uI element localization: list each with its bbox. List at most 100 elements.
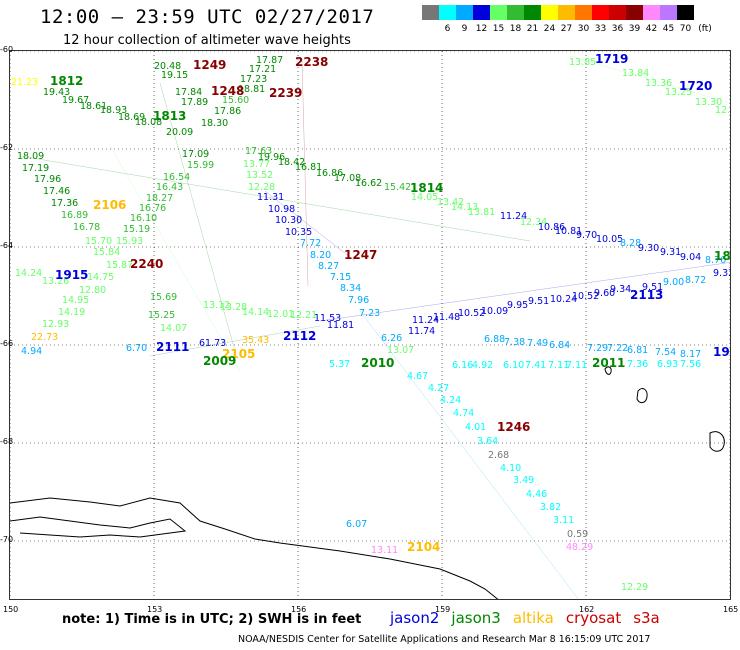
legend-swatch <box>575 5 592 20</box>
wave-height-value: 7.15 <box>330 272 352 283</box>
legend-label: 36 <box>611 24 624 34</box>
wave-height-value: 7.41 <box>525 360 547 371</box>
wave-height-value: 10.24 <box>550 294 578 305</box>
mission-label: altika <box>512 609 554 627</box>
wave-height-value: 16.81 <box>295 162 323 173</box>
wave-height-value: 9.34 <box>610 284 632 295</box>
wave-height-value: 48.29 <box>566 542 594 553</box>
wave-height-value: 7.56 <box>680 359 702 370</box>
satellite-track <box>569 55 730 104</box>
mission-label: jason3 <box>451 609 501 627</box>
wave-height-value: 18.69 <box>118 112 146 123</box>
wave-height-value: 18.93 <box>100 105 128 116</box>
wave-height-value: 13.30 <box>695 97 723 108</box>
wave-height-value: 7.23 <box>359 308 381 319</box>
legend-label: 27 <box>560 24 573 34</box>
wave-height-value: 4.27 <box>428 383 450 394</box>
wave-height-value: 14.19 <box>58 307 86 318</box>
wave-height-value: 12.21 <box>290 310 318 321</box>
legend-label: 6 <box>444 24 451 34</box>
pass-time-label: 2111 <box>156 340 190 354</box>
wave-height-value: 10.86 <box>538 222 566 233</box>
longitude-label: 162 <box>579 605 595 614</box>
wave-height-value: 10.52 <box>458 308 486 319</box>
pass-time-label: 2240 <box>130 257 164 271</box>
satellite-track <box>159 82 236 352</box>
wave-height-value: 11.81 <box>327 320 355 331</box>
wave-height-value: 11.24 <box>500 211 528 222</box>
wave-height-value: 61.73 <box>199 338 227 349</box>
wave-height-value: 16.62 <box>355 178 383 189</box>
pass-time-label: 2238 <box>295 55 329 69</box>
latitude-label: -60 <box>0 45 14 54</box>
wave-height-value: 16.10 <box>130 213 158 224</box>
pass-time-label: 1814 <box>410 181 444 195</box>
wave-height-value: 7.49 <box>527 338 549 349</box>
wave-height-value: 10.30 <box>275 215 303 226</box>
wave-height-value: 10.09 <box>481 306 509 317</box>
wave-height-value: 12.34 <box>520 217 548 228</box>
wave-height-value: 16.76 <box>139 203 167 214</box>
wave-height-value: 0.59 <box>567 529 589 540</box>
wave-height-value: 35.43 <box>242 335 270 346</box>
map-canvas <box>10 51 730 599</box>
satellite-track <box>264 190 356 262</box>
wave-height-value: 13.52 <box>246 170 274 181</box>
wave-height-value: 7.96 <box>348 295 370 306</box>
wave-height-value: 4.10 <box>500 463 522 474</box>
latitude-label: -70 <box>0 535 14 544</box>
wave-height-value: 9.60 <box>594 288 616 299</box>
wave-height-value: 13.85 <box>569 57 597 68</box>
pass-time-label: 1246 <box>497 420 531 434</box>
legend-swatch <box>558 5 575 20</box>
wave-height-value: 14.95 <box>62 295 90 306</box>
pass-time-label: 2105 <box>222 347 256 361</box>
color-legend: 6 9 12 15 18 21 24 27 30 33 36 39 42 45 70 (ft) <box>422 5 728 37</box>
wave-height-value: 15.60 <box>222 95 250 106</box>
legend-swatch <box>677 5 694 20</box>
wave-height-value: 8.76 <box>705 255 727 266</box>
pass-time-label: 1812 <box>50 74 84 88</box>
latitude-label: -64 <box>0 241 14 250</box>
wave-height-value: 8.27 <box>318 261 340 272</box>
wave-height-value: 3.11 <box>553 515 575 526</box>
wave-height-value: 7.11 <box>566 360 588 371</box>
wave-height-value: 19.67 <box>62 95 90 106</box>
wave-height-value: 14.24 <box>15 268 43 279</box>
wave-height-value: 9.30 <box>638 243 660 254</box>
island-3 <box>604 366 612 375</box>
wave-height-value: 17.86 <box>214 106 242 117</box>
wave-height-value: 8.17 <box>680 349 702 360</box>
legend-label: 12 <box>475 24 488 34</box>
wave-height-value: 2.68 <box>488 450 510 461</box>
wave-height-value: 16.89 <box>61 210 89 221</box>
wave-height-value: 11.24 <box>412 315 440 326</box>
legend-label: 30 <box>577 24 590 34</box>
wave-height-value: 9.04 <box>680 252 702 263</box>
legend-unit: (ft) <box>698 24 712 34</box>
wave-height-value: 18.61 <box>80 101 108 112</box>
legend-swatch <box>643 5 660 20</box>
wave-height-value: 12.28 <box>248 182 276 193</box>
satellite-track <box>19 155 531 242</box>
legend-swatch <box>456 5 473 20</box>
wave-height-value: 15.25 <box>148 310 176 321</box>
wave-height-value: 16.86 <box>316 168 344 179</box>
wave-height-value: 3.49 <box>513 475 535 486</box>
wave-height-value: 3.64 <box>477 436 499 447</box>
wave-height-value: 11.48 <box>433 312 461 323</box>
legend-swatch <box>541 5 558 20</box>
satellite-track <box>149 325 321 357</box>
credit-line: NOAA/NESDIS Center for Satellite Applica… <box>238 634 651 645</box>
wave-height-value: 16.78 <box>73 222 101 233</box>
wave-height-value: 7.22 <box>607 343 629 354</box>
wave-height-value: 18.09 <box>17 151 45 162</box>
wave-height-value: 13.25 <box>665 87 693 98</box>
wave-height-value: 7.29 <box>587 343 609 354</box>
pass-time-label: 1249 <box>193 58 227 72</box>
legend-swatch <box>609 5 626 20</box>
legend-swatch <box>626 5 643 20</box>
satellite-track <box>319 262 730 322</box>
mission-label: cryosat <box>565 609 622 627</box>
latitude-label: -62 <box>0 143 14 152</box>
